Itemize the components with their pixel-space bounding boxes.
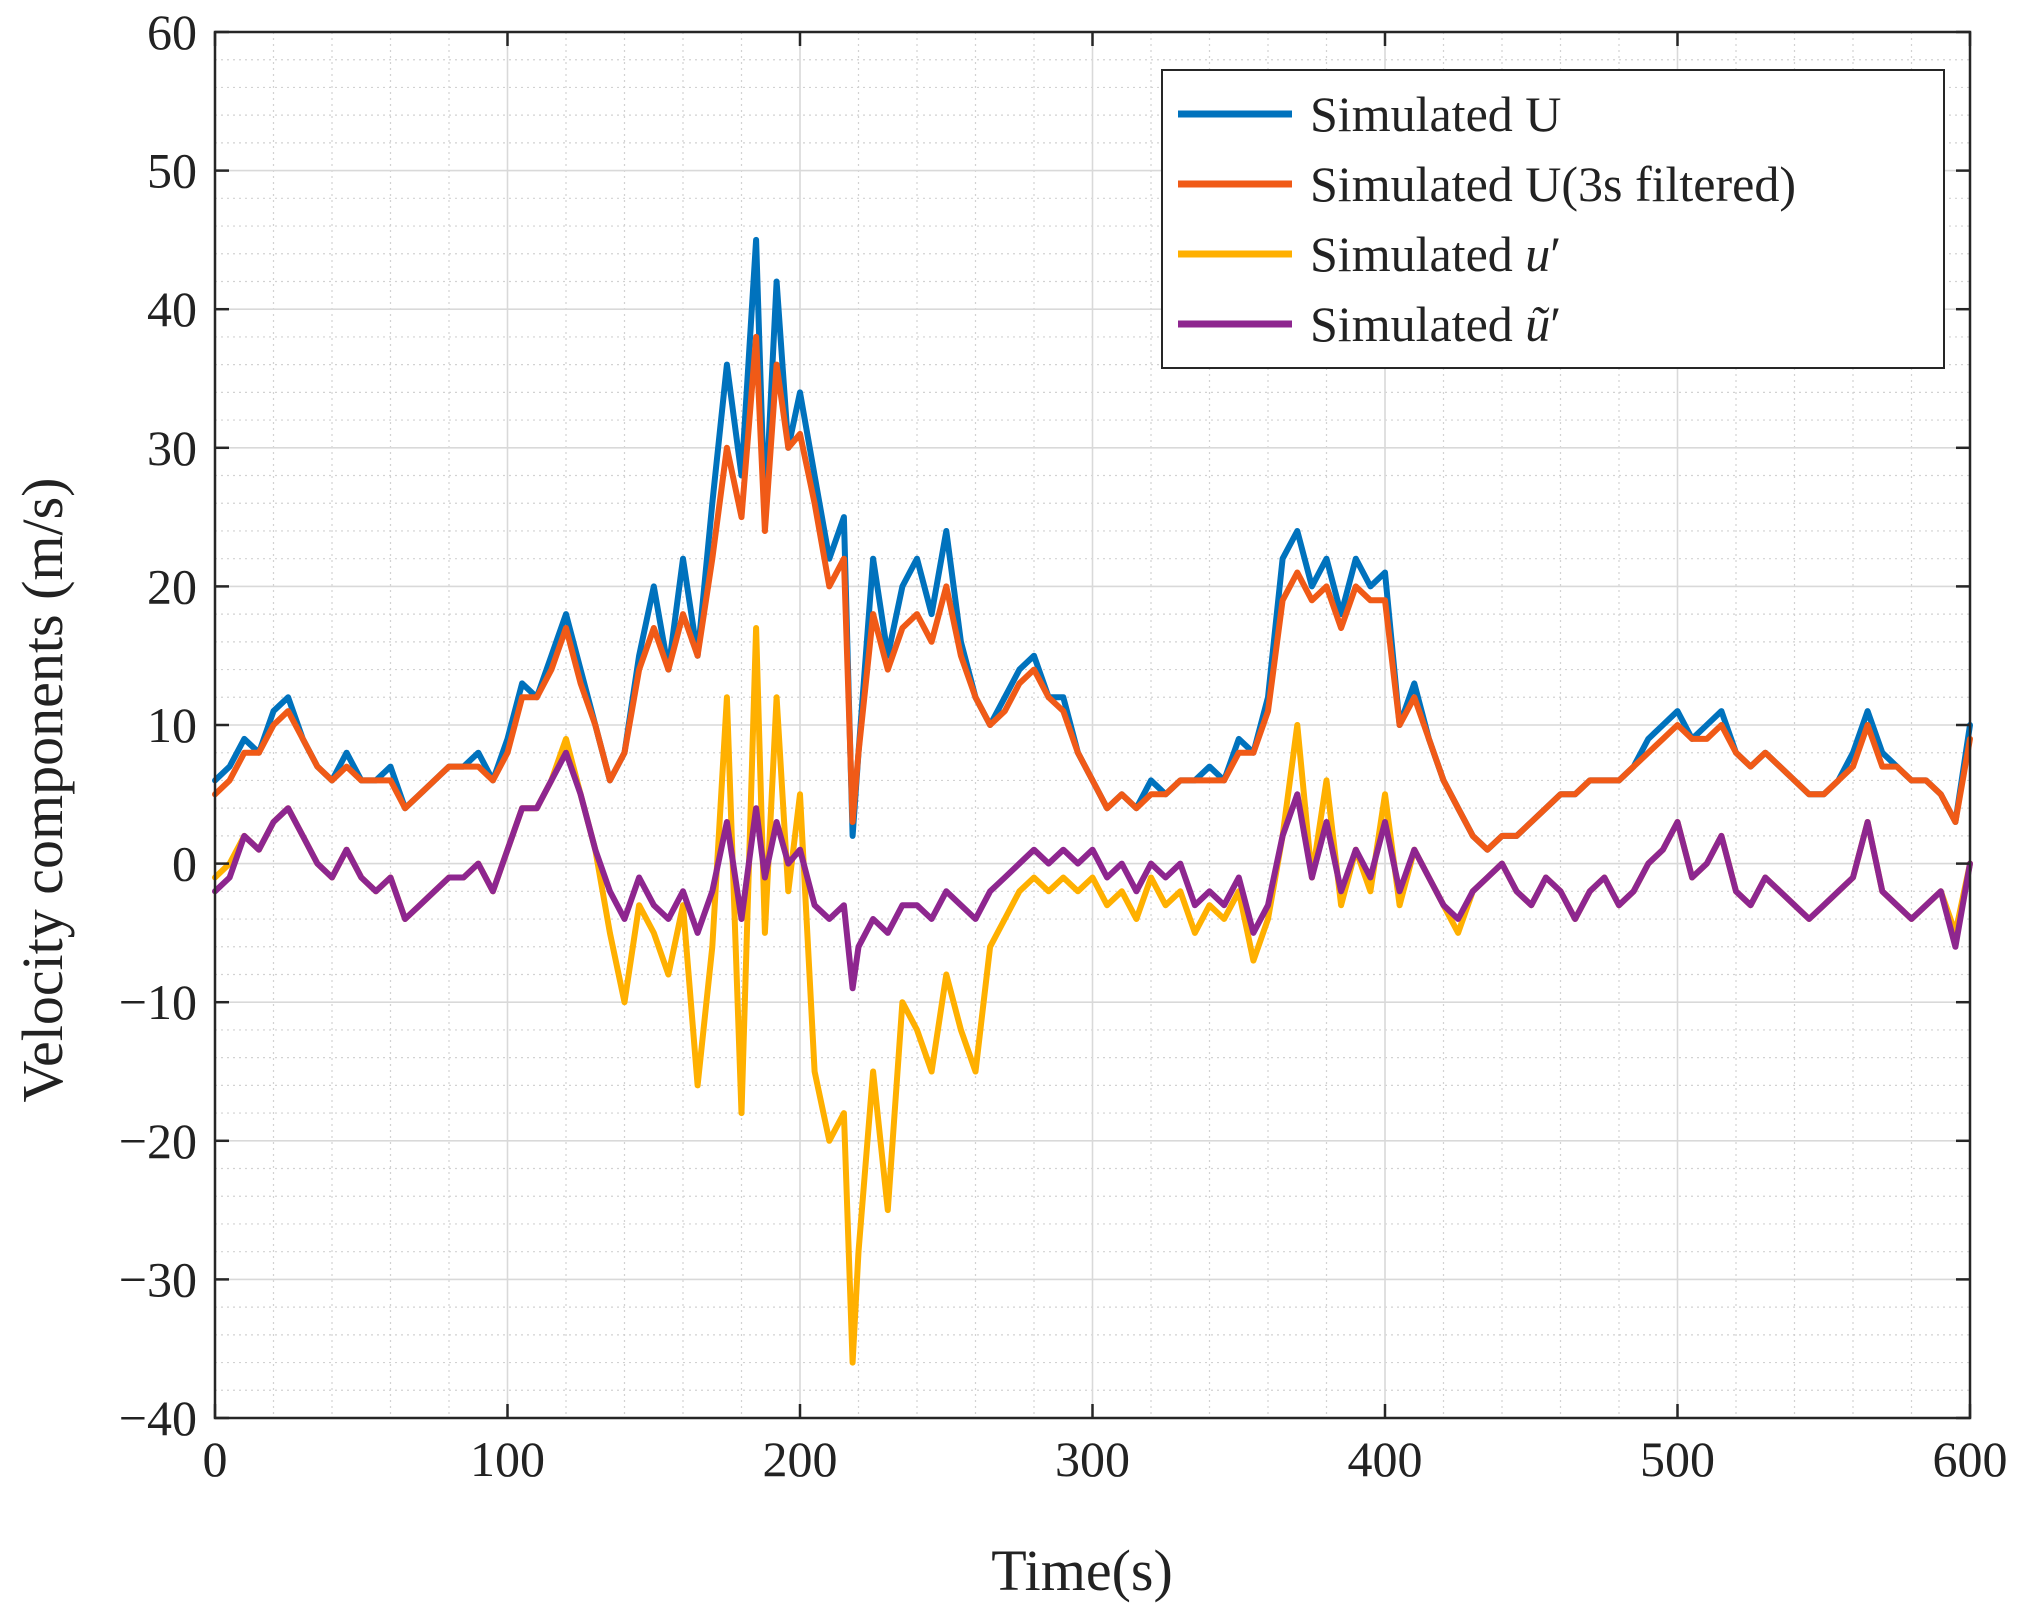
y-tick-label: 10	[147, 697, 197, 753]
legend: Simulated U Simulated U(3s filtered) Simul…	[1161, 69, 1945, 369]
y-tick-label: −40	[119, 1390, 197, 1446]
x-tick-label: 400	[1348, 1431, 1423, 1487]
legend-label: Simulated U(3s filtered)	[1310, 156, 1796, 212]
x-axis-title: Time(s)	[991, 1538, 1173, 1603]
x-tick-label: 500	[1640, 1431, 1715, 1487]
legend-label: Simulated U	[1310, 86, 1561, 142]
x-tick-label: 300	[1055, 1431, 1130, 1487]
y-tick-label: −20	[119, 1113, 197, 1169]
y-tick-label: 30	[147, 420, 197, 476]
ticks-layer: 0 100 200 300 400 500 600 −40 −30 −20 −10 0 10 20 30 40…	[119, 4, 2008, 1487]
y-tick-label: 20	[147, 558, 197, 614]
x-tick-label: 0	[203, 1431, 228, 1487]
y-tick-label: 60	[147, 4, 197, 60]
series-line-2	[212, 333, 1973, 853]
x-tick-label: 600	[1933, 1431, 2008, 1487]
y-tick-label: 40	[147, 281, 197, 337]
x-tick-label: 100	[470, 1431, 545, 1487]
x-tick-label: 200	[763, 1431, 838, 1487]
legend-label: Simulated ũ′	[1310, 296, 1561, 352]
y-tick-label: −30	[119, 1251, 197, 1307]
y-axis-title: Velocity components (m/s)	[10, 477, 75, 1102]
series-layer	[212, 236, 1973, 1366]
y-tick-label: 0	[172, 836, 197, 892]
series-line-4	[212, 749, 1973, 992]
y-tick-label: 50	[147, 143, 197, 199]
y-tick-label: −10	[119, 974, 197, 1030]
legend-box	[1161, 69, 1945, 369]
legend-label: Simulated u′	[1310, 226, 1561, 282]
